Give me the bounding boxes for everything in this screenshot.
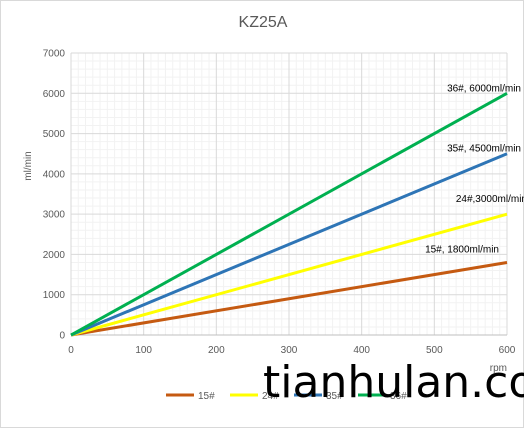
grid <box>70 52 508 336</box>
series-line-24 <box>70 212 508 337</box>
data-annotation: 15#, 1800ml/min <box>425 244 499 255</box>
data-annotation: 35#, 4500ml/min <box>447 144 521 155</box>
chart-title: KZ25A <box>239 14 288 31</box>
y-tick-label: 5000 <box>43 129 66 140</box>
y-tick-label: 1000 <box>43 290 66 301</box>
legend-label: 24# <box>262 391 279 402</box>
x-tick-label: 500 <box>426 345 443 356</box>
series-lines <box>70 91 508 337</box>
y-tick-label: 6000 <box>43 89 66 100</box>
annotations: 15#, 1800ml/min 24#,3000ml/min 35#, 4500ml… <box>425 83 524 255</box>
data-annotation: 24#,3000ml/min <box>456 194 524 205</box>
x-tick-label: 100 <box>135 345 152 356</box>
x-axis-label: rpm <box>490 363 507 374</box>
legend-label: 15# <box>198 391 215 402</box>
data-annotation: 36#, 6000ml/min <box>447 83 521 94</box>
x-tick-label: 400 <box>353 345 370 356</box>
x-tick-label: 600 <box>499 345 516 356</box>
series-line-15 <box>70 261 508 337</box>
series-line-35 <box>70 152 508 337</box>
y-tick-label: 3000 <box>43 210 66 221</box>
y-axis-label: ml/min <box>23 151 34 180</box>
axes: 0 1000 2000 3000 4000 5000 6000 7000 0 100 200 300 4… <box>43 49 516 357</box>
y-tick-label: 0 <box>59 331 65 342</box>
legend: 15# 24# 35# 36# <box>166 391 407 402</box>
x-tick-label: 0 <box>68 345 74 356</box>
series-line-36 <box>70 91 508 337</box>
y-tick-label: 7000 <box>43 49 66 60</box>
x-tick-label: 300 <box>281 345 298 356</box>
legend-label: 36# <box>390 391 407 402</box>
legend-label: 35# <box>326 391 343 402</box>
y-tick-label: 2000 <box>43 250 66 261</box>
watermark-text: tianhulan.com <box>263 357 524 408</box>
y-tick-label: 4000 <box>43 169 66 180</box>
x-tick-label: 200 <box>208 345 225 356</box>
